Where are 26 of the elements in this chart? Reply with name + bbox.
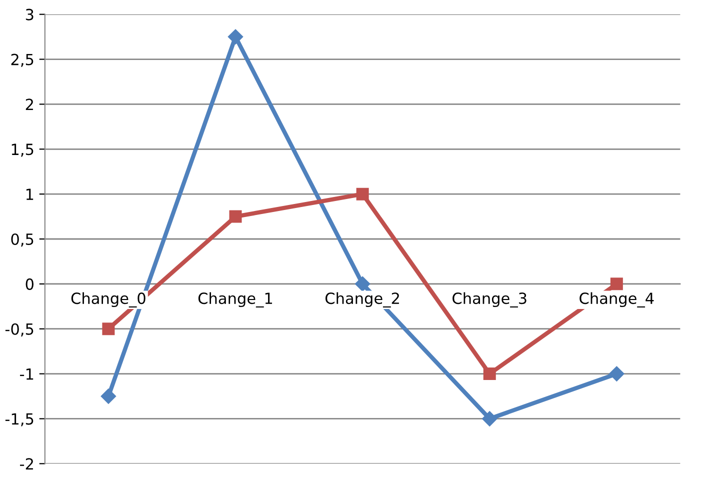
y-tick-label: 3 (26, 8, 34, 20)
point (354, 276, 370, 292)
point (609, 366, 624, 382)
x-tick-label: Change_2 (325, 292, 399, 308)
point (229, 210, 242, 223)
y-tick-label: -1,5 (5, 413, 34, 426)
x-tick-label: Change_3 (452, 292, 526, 308)
y-tick-label: 2,5 (11, 54, 34, 67)
point (228, 29, 244, 44)
y-tick-label: 0 (26, 278, 34, 290)
y-tick-label: 1 (26, 188, 34, 200)
x-tick-label: Change_4 (580, 292, 654, 308)
point (356, 188, 369, 200)
y-tick-label: -2 (20, 458, 33, 470)
y-tick-label: -1 (20, 368, 34, 380)
point (102, 322, 115, 336)
y-tick-label: -0,5 (5, 323, 34, 336)
point (482, 411, 498, 426)
point (100, 388, 116, 404)
x-tick-label: Change_0 (71, 292, 146, 308)
point (483, 368, 496, 380)
y-tick-label: 0,5 (11, 233, 34, 247)
y-tick-label: 2 (26, 98, 33, 110)
x-tick-label: Change_1 (198, 292, 272, 308)
point (610, 278, 623, 290)
y-tick-label: 1,5 (12, 144, 34, 157)
